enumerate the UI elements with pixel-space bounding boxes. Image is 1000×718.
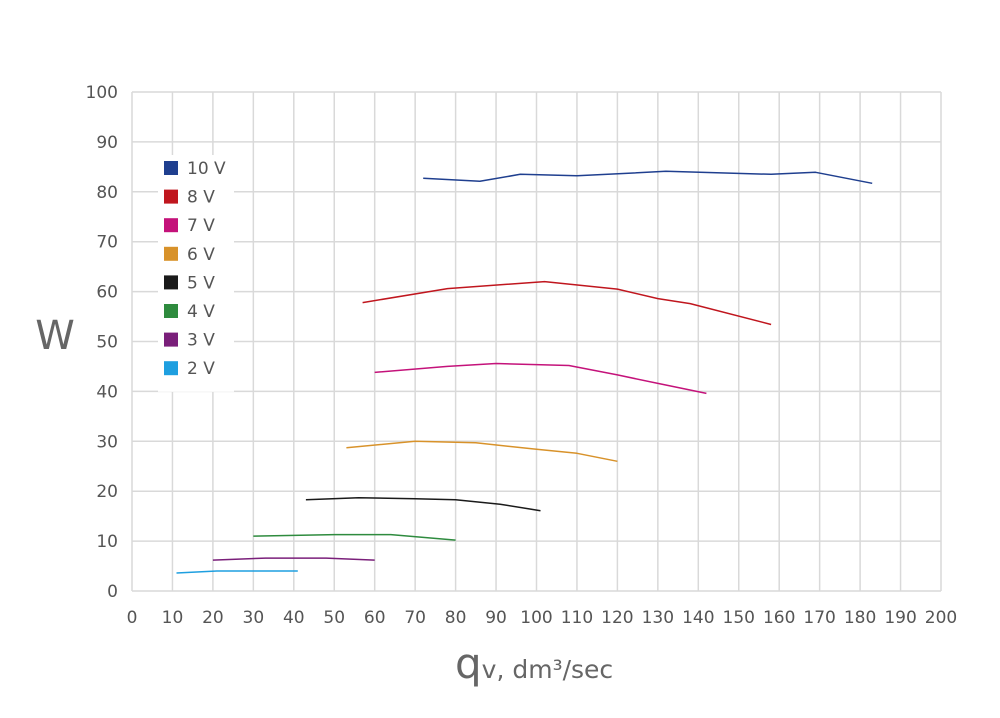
x-tick-label-60: 60 xyxy=(364,608,386,628)
legend-swatch-8-v xyxy=(164,189,178,204)
y-tick-label-20: 20 xyxy=(96,482,118,502)
legend-swatch-5-v xyxy=(164,275,178,290)
x-axis-label-main: q xyxy=(455,639,482,688)
y-tick-label-70: 70 xyxy=(96,233,118,253)
x-axis-label: qv, dm³/sec xyxy=(455,639,613,688)
legend-swatch-4-v xyxy=(164,304,178,318)
series-line-2-v xyxy=(176,570,298,574)
x-axis-label-unit: , dm³/sec xyxy=(496,655,613,684)
legend-swatch-10-v xyxy=(164,161,178,175)
series-line-3-v xyxy=(212,557,375,561)
x-tick-label-70: 70 xyxy=(404,608,426,628)
x-tick-label-40: 40 xyxy=(283,608,305,628)
y-tick-label-40: 40 xyxy=(96,382,118,402)
x-tick-label-90: 90 xyxy=(485,608,507,628)
x-tick-label-110: 110 xyxy=(561,608,593,628)
axes: 0 10 20 30 40 50 60 70 80 90 100 110 120 130 140 150 160… xyxy=(86,83,958,628)
x-tick-label-130: 130 xyxy=(642,608,674,628)
legend: 10 V 8 V 7 V 6 V 5 V 4 V 3 V 2 V xyxy=(158,155,234,392)
x-tick-label-80: 80 xyxy=(445,608,467,628)
legend-label-5-v: 5 V xyxy=(187,273,215,293)
series-line-5-v xyxy=(305,496,541,512)
x-tick-label-50: 50 xyxy=(323,608,345,628)
legend-label-10-v: 10 V xyxy=(187,159,226,179)
y-tick-label-80: 80 xyxy=(96,183,118,203)
series-line-10-v xyxy=(423,170,873,185)
series-line-6-v xyxy=(346,440,618,463)
x-tick-label-30: 30 xyxy=(243,608,265,628)
x-tick-label-0: 0 xyxy=(127,608,138,628)
legend-swatch-3-v xyxy=(164,332,178,347)
x-tick-label-170: 170 xyxy=(803,608,835,628)
series-line-7-v xyxy=(374,362,707,395)
x-tick-label-160: 160 xyxy=(763,608,795,628)
series-line-4-v xyxy=(253,533,456,541)
x-tick-label-20: 20 xyxy=(202,608,224,628)
legend-swatch-2-v xyxy=(164,361,178,376)
y-tick-label-100: 100 xyxy=(86,83,118,103)
y-tick-label-50: 50 xyxy=(96,333,118,353)
y-tick-label-0: 0 xyxy=(107,582,118,602)
legend-label-3-v: 3 V xyxy=(187,331,215,351)
y-tick-label-10: 10 xyxy=(96,532,118,552)
x-tick-label-200: 200 xyxy=(925,608,957,628)
legend-label-4-v: 4 V xyxy=(187,302,215,322)
grid xyxy=(131,91,942,592)
series-line-8-v xyxy=(362,280,772,326)
x-tick-label-100: 100 xyxy=(520,608,552,628)
series-lines xyxy=(176,170,873,574)
y-tick-label-30: 30 xyxy=(96,432,118,452)
legend-label-6-v: 6 V xyxy=(187,245,215,265)
y-axis-label: W xyxy=(35,313,75,359)
x-tick-label-180: 180 xyxy=(844,608,876,628)
y-tick-label-90: 90 xyxy=(96,133,118,153)
legend-swatch-7-v xyxy=(164,218,178,233)
legend-label-8-v: 8 V xyxy=(187,188,215,208)
x-tick-label-10: 10 xyxy=(162,608,184,628)
y-tick-label-60: 60 xyxy=(96,283,118,303)
legend-label-2-v: 2 V xyxy=(187,359,215,379)
x-tick-label-150: 150 xyxy=(723,608,755,628)
x-tick-label-190: 190 xyxy=(884,608,916,628)
legend-label-7-v: 7 V xyxy=(187,216,215,236)
x-axis-label-subscript: v xyxy=(482,655,497,684)
x-tick-label-120: 120 xyxy=(601,608,633,628)
x-tick-label-140: 140 xyxy=(682,608,714,628)
legend-swatch-6-v xyxy=(164,246,178,261)
